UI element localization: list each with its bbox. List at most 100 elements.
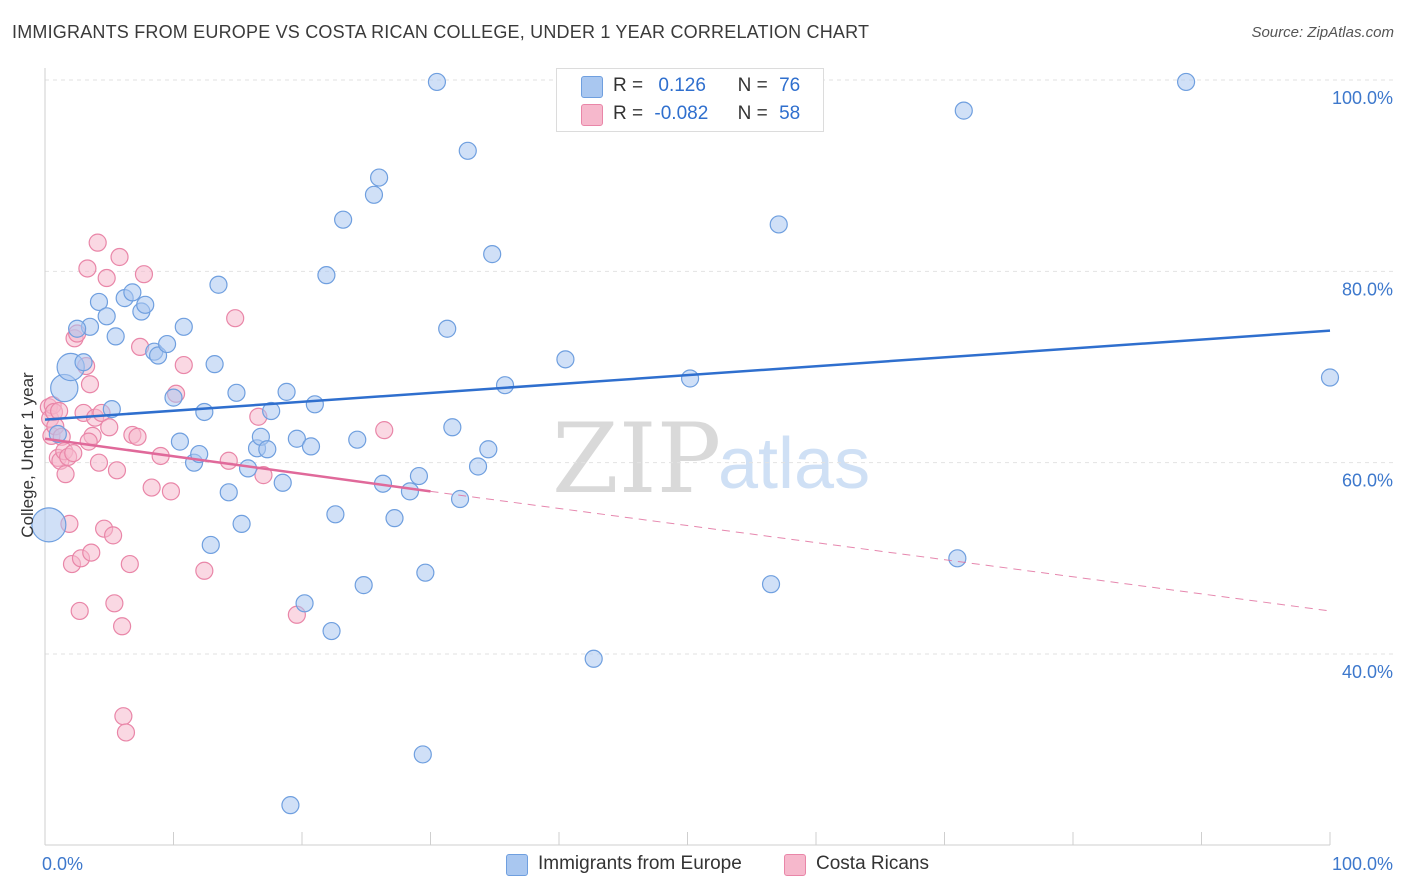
watermark-zip: ZIP — [552, 403, 721, 515]
costa-rica-point — [105, 594, 124, 613]
europe-point — [443, 418, 462, 437]
costa-rica-point — [128, 427, 147, 446]
europe-point — [277, 382, 296, 401]
costa-rica-point — [116, 723, 136, 742]
europe-point — [954, 101, 973, 120]
chart-title: IMMIGRANTS FROM EUROPE VS COSTA RICAN CO… — [12, 22, 870, 42]
europe-point — [334, 210, 353, 229]
costa-rica-point — [82, 543, 101, 562]
europe-point — [102, 399, 121, 419]
europe-point — [438, 319, 457, 338]
costa-rica-point — [89, 453, 109, 472]
costa-rica-point — [174, 355, 193, 375]
costa-rica-point — [88, 233, 107, 252]
europe-point — [74, 353, 93, 372]
europe-point — [97, 307, 116, 326]
costa-rica-point — [195, 561, 214, 580]
costa-rica-point — [78, 259, 97, 278]
europe-point — [262, 401, 281, 421]
costa-rica-point — [375, 421, 394, 440]
europe-point — [400, 482, 420, 501]
x-tick-label: 0.0% — [42, 854, 83, 874]
costa-rica-point — [64, 444, 83, 463]
europe-point — [370, 168, 389, 187]
europe-point — [479, 440, 498, 459]
europe-point — [201, 535, 220, 555]
europe-point — [164, 388, 183, 407]
europe-point — [227, 383, 246, 402]
costa-rica-trend-line — [44, 437, 431, 493]
watermark-atlas: atlas — [718, 424, 870, 504]
costa-rica-point — [134, 265, 154, 284]
legend-label-europe: Immigrants from Europe — [538, 853, 742, 874]
n-label: N = — [737, 75, 768, 96]
tick-labels: 40.0% 60.0% 80.0% 100.0% 0.0% 100.0% — [42, 88, 1393, 874]
europe-point — [89, 292, 109, 312]
europe-point — [495, 376, 515, 395]
europe-point — [317, 266, 336, 285]
y-tick-label: 60.0% — [1342, 471, 1393, 491]
costa-rica-point — [107, 461, 127, 480]
europe-point — [68, 319, 87, 338]
europe-point — [416, 563, 435, 582]
europe-point — [483, 245, 502, 264]
r-label: R = — [613, 75, 644, 96]
costa-rica-point — [110, 247, 129, 267]
y-tick-label: 80.0% — [1342, 279, 1393, 299]
gridlines — [45, 79, 1395, 655]
legend-label-costa-rica: Costa Ricans — [816, 853, 929, 874]
europe-point — [295, 594, 314, 613]
europe-point — [258, 440, 277, 459]
axes — [44, 68, 1331, 846]
y-axis-label: College, Under 1 year — [18, 372, 37, 538]
europe-point — [205, 355, 224, 374]
europe-point — [136, 295, 155, 314]
n-label: N = — [737, 103, 768, 124]
costa-rica-point — [70, 601, 89, 621]
europe-point — [157, 334, 177, 354]
europe-point — [409, 466, 429, 486]
x-tick-label: 100.0% — [1332, 854, 1393, 874]
europe-point — [354, 576, 373, 595]
costa-rica-legend-swatch — [784, 854, 806, 876]
europe-swatch — [581, 76, 603, 98]
europe-point — [106, 327, 125, 346]
europe-point — [305, 395, 324, 414]
costa-rica-point — [226, 309, 245, 328]
costa-rica-point — [254, 466, 273, 485]
costa-rica-point — [56, 465, 75, 484]
europe-point — [680, 369, 700, 388]
europe-point — [468, 457, 488, 476]
europe-point — [1320, 368, 1340, 387]
europe-point — [232, 514, 251, 533]
costa-rica-point — [161, 482, 181, 501]
europe-point — [348, 430, 367, 449]
europe-point — [287, 429, 306, 448]
europe-point — [413, 745, 432, 764]
europe-point — [761, 575, 781, 594]
europe-point — [219, 483, 238, 502]
europe-point — [450, 489, 470, 509]
costa-rica-trend-extension — [430, 490, 1331, 612]
europe-point — [322, 621, 341, 641]
source-label: Source: ZipAtlas.com — [1251, 24, 1394, 41]
europe-point — [769, 215, 788, 234]
europe-point — [170, 432, 190, 451]
costa-ricans-points — [39, 233, 394, 742]
europe-point — [1176, 72, 1196, 92]
europe-trend-line — [44, 329, 1331, 421]
r-value: -0.082 — [654, 103, 709, 124]
europe-point — [326, 505, 345, 524]
europe-point — [31, 507, 67, 543]
costa-rica-point — [114, 707, 133, 726]
stats-legend: R = 0.126 N = 76 R = -0.082 N = 58 — [556, 68, 824, 132]
europe-point — [584, 649, 603, 668]
europe-point — [556, 350, 575, 369]
europe-point — [195, 402, 214, 422]
costa-rica-point — [104, 526, 123, 545]
n-value: 58 — [779, 103, 801, 124]
costa-rica-point — [80, 375, 100, 394]
costa-rica-point — [100, 418, 119, 437]
costa-rica-point — [120, 554, 139, 574]
costa-rica-point — [112, 617, 132, 636]
